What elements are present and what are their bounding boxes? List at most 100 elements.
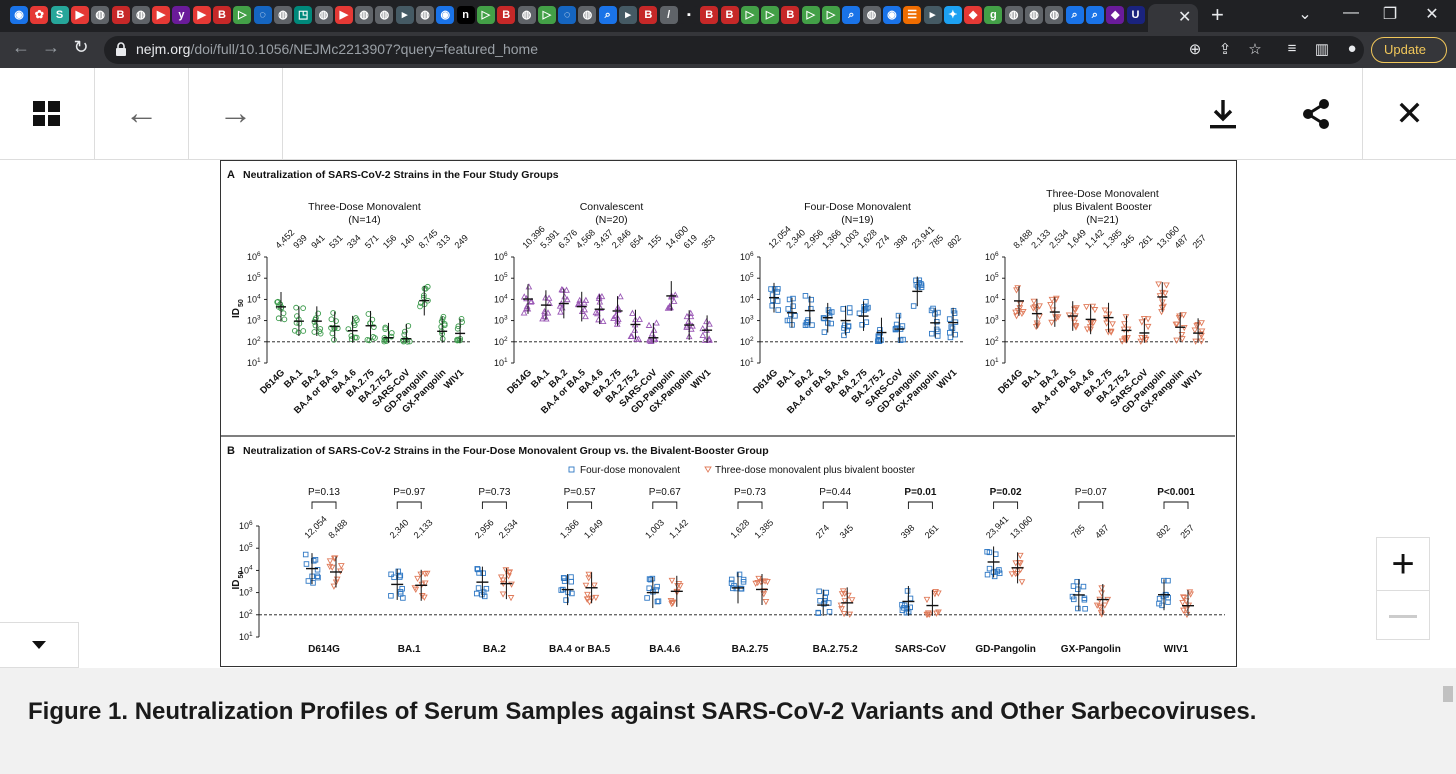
data-point bbox=[895, 312, 902, 319]
bookmark-star-icon[interactable]: ☆ bbox=[1248, 41, 1262, 58]
share-page-icon[interactable]: ⇪ bbox=[1218, 41, 1232, 58]
tab-favicon-15[interactable]: ◳ bbox=[294, 6, 313, 24]
tab-favicon-18[interactable]: ◍ bbox=[355, 6, 374, 24]
tab-favicon-16[interactable]: ◍ bbox=[314, 6, 333, 24]
tab-favicon-19[interactable]: ◍ bbox=[375, 6, 394, 24]
tab-favicon-52[interactable]: ◍ bbox=[1045, 6, 1064, 24]
tab-favicon-17[interactable]: ▶ bbox=[334, 6, 353, 24]
scrollbar-thumb[interactable] bbox=[1443, 686, 1453, 702]
tab-favicon-38[interactable]: ▷ bbox=[761, 6, 780, 24]
tab-favicon-54[interactable]: ⌕ bbox=[1085, 6, 1104, 24]
tab-search-chevron-icon[interactable]: ⌄ bbox=[1298, 6, 1312, 23]
zoom-icon[interactable]: ⊕ bbox=[1188, 41, 1202, 58]
data-point bbox=[337, 563, 345, 570]
data-point bbox=[1013, 313, 1020, 320]
data-point bbox=[785, 306, 791, 312]
tab-favicon-25[interactable]: B bbox=[497, 6, 516, 24]
side-panel-icon[interactable]: ▥ bbox=[1314, 41, 1330, 58]
tab-favicon-41[interactable]: ▷ bbox=[822, 6, 840, 24]
tab-favicon-42[interactable]: ⌕ bbox=[842, 6, 861, 24]
tab-favicon-6[interactable]: B bbox=[111, 6, 130, 24]
url-text[interactable]: nejm.org/doi/full/10.1056/NEJMc2213907?q… bbox=[136, 41, 538, 57]
tab-favicon-3[interactable]: S bbox=[50, 6, 69, 24]
reading-list-icon[interactable]: ≡ bbox=[1287, 40, 1297, 57]
back-button[interactable]: ← bbox=[12, 37, 30, 57]
tab-favicon-28[interactable]: ◌ bbox=[558, 6, 577, 24]
download-button[interactable] bbox=[1176, 68, 1269, 159]
tab-favicon-2[interactable]: ✿ bbox=[30, 6, 49, 24]
tab-favicon-29[interactable]: ◍ bbox=[578, 6, 597, 24]
tab-favicon-39[interactable]: B bbox=[781, 6, 800, 24]
tab-favicon-20[interactable]: ▸ bbox=[395, 6, 414, 24]
tab-favicon-37[interactable]: ▷ bbox=[740, 6, 759, 24]
grid-view-button[interactable] bbox=[0, 68, 94, 159]
previous-figure-button[interactable]: ← bbox=[124, 94, 159, 132]
tab-favicon-5[interactable]: ◍ bbox=[91, 6, 110, 24]
tab-favicon-23[interactable]: n bbox=[456, 6, 475, 24]
tab-favicon-31[interactable]: ▸ bbox=[619, 6, 637, 24]
tab-favicon-34[interactable]: ▪ bbox=[679, 6, 698, 24]
tab-favicon-33[interactable]: / bbox=[659, 6, 678, 24]
zoom-in-button[interactable]: + bbox=[1391, 542, 1415, 586]
caption-scrollbar[interactable] bbox=[1440, 668, 1456, 774]
tab-favicon-45[interactable]: ☰ bbox=[903, 6, 922, 24]
tab-favicon-26[interactable]: ◍ bbox=[517, 6, 536, 24]
figure-list-toggle[interactable] bbox=[0, 622, 79, 668]
tab-favicon-22[interactable]: ◉ bbox=[436, 6, 455, 24]
tab-favicon-35[interactable]: B bbox=[700, 6, 719, 24]
tab-favicon-21[interactable]: ◍ bbox=[416, 6, 434, 24]
tab-favicon-2-glyph: ✿ bbox=[34, 9, 44, 21]
tab-favicon-24[interactable]: ▷ bbox=[476, 6, 495, 24]
tab-favicon-44[interactable]: ◉ bbox=[882, 6, 901, 24]
address-bar[interactable]: nejm.org/doi/full/10.1056/NEJMc2213907?q… bbox=[104, 36, 1364, 64]
data-point bbox=[1179, 599, 1186, 607]
profile-avatar-icon[interactable]: ● bbox=[1347, 40, 1357, 57]
data-point bbox=[1098, 585, 1106, 592]
maximize-button[interactable]: ❐ bbox=[1382, 6, 1398, 23]
tab-favicon-55[interactable]: ◆ bbox=[1106, 6, 1125, 24]
tab-favicon-14[interactable]: ◍ bbox=[273, 6, 292, 24]
tab-favicon-9[interactable]: y bbox=[172, 6, 191, 24]
tab-favicon-53[interactable]: ⌕ bbox=[1065, 6, 1084, 24]
tab-favicon-40[interactable]: ▷ bbox=[801, 6, 820, 24]
share-button[interactable] bbox=[1269, 68, 1362, 159]
tab-favicon-48[interactable]: ◆ bbox=[964, 6, 983, 24]
tab-favicon-1[interactable]: ◉ bbox=[10, 6, 28, 24]
forward-button[interactable]: → bbox=[42, 37, 60, 57]
data-point bbox=[1075, 605, 1081, 612]
tab-favicon-46[interactable]: ▸ bbox=[923, 6, 942, 24]
tab-favicon-49[interactable]: g bbox=[984, 6, 1003, 24]
tab-favicon-36[interactable]: B bbox=[720, 6, 739, 24]
tab-favicon-8[interactable]: ▶ bbox=[152, 6, 171, 24]
close-viewer-button[interactable]: ✕ bbox=[1395, 94, 1424, 133]
tab-favicon-32[interactable]: B bbox=[639, 6, 658, 24]
active-tab[interactable]: ✕ bbox=[1148, 4, 1198, 32]
tab-favicon-56[interactable]: U bbox=[1126, 6, 1145, 24]
tab-favicon-10[interactable]: ▶ bbox=[192, 6, 211, 24]
tab-favicon-27[interactable]: ▷ bbox=[537, 6, 556, 24]
tab-favicon-47[interactable]: ✦ bbox=[943, 6, 962, 24]
new-tab-button[interactable]: + bbox=[1211, 2, 1224, 27]
reload-button[interactable]: ↻ bbox=[73, 37, 89, 57]
tab-favicon-11[interactable]: B bbox=[213, 6, 231, 24]
tab-favicon-30[interactable]: ⌕ bbox=[598, 6, 617, 24]
data-point bbox=[775, 307, 781, 313]
tab-favicon-43[interactable]: ◍ bbox=[862, 6, 881, 24]
tab-favicon-12[interactable]: ▷ bbox=[233, 6, 252, 24]
tab-favicon-13[interactable]: ◌ bbox=[253, 6, 272, 24]
tab-favicon-51[interactable]: ◍ bbox=[1025, 6, 1043, 24]
tab-favicon-4[interactable]: ▶ bbox=[70, 6, 89, 24]
tab-favicon-7[interactable]: ◍ bbox=[131, 6, 150, 24]
comparison-bracket bbox=[737, 501, 763, 509]
minimize-button[interactable]: — bbox=[1343, 4, 1359, 21]
download-icon bbox=[1209, 99, 1236, 128]
close-tab-icon[interactable]: ✕ bbox=[1178, 9, 1192, 26]
tab-favicon-50[interactable]: ◍ bbox=[1004, 6, 1023, 24]
tab-favicon-9-glyph: y bbox=[178, 9, 185, 21]
window-close-button[interactable]: ✕ bbox=[1425, 6, 1439, 23]
zoom-out-button[interactable] bbox=[1389, 615, 1417, 618]
update-button[interactable]: Update ⋮ bbox=[1371, 37, 1447, 81]
data-point bbox=[582, 312, 589, 320]
geometric-mean-label: 1,003 bbox=[838, 227, 861, 250]
next-figure-button[interactable]: → bbox=[218, 94, 253, 132]
